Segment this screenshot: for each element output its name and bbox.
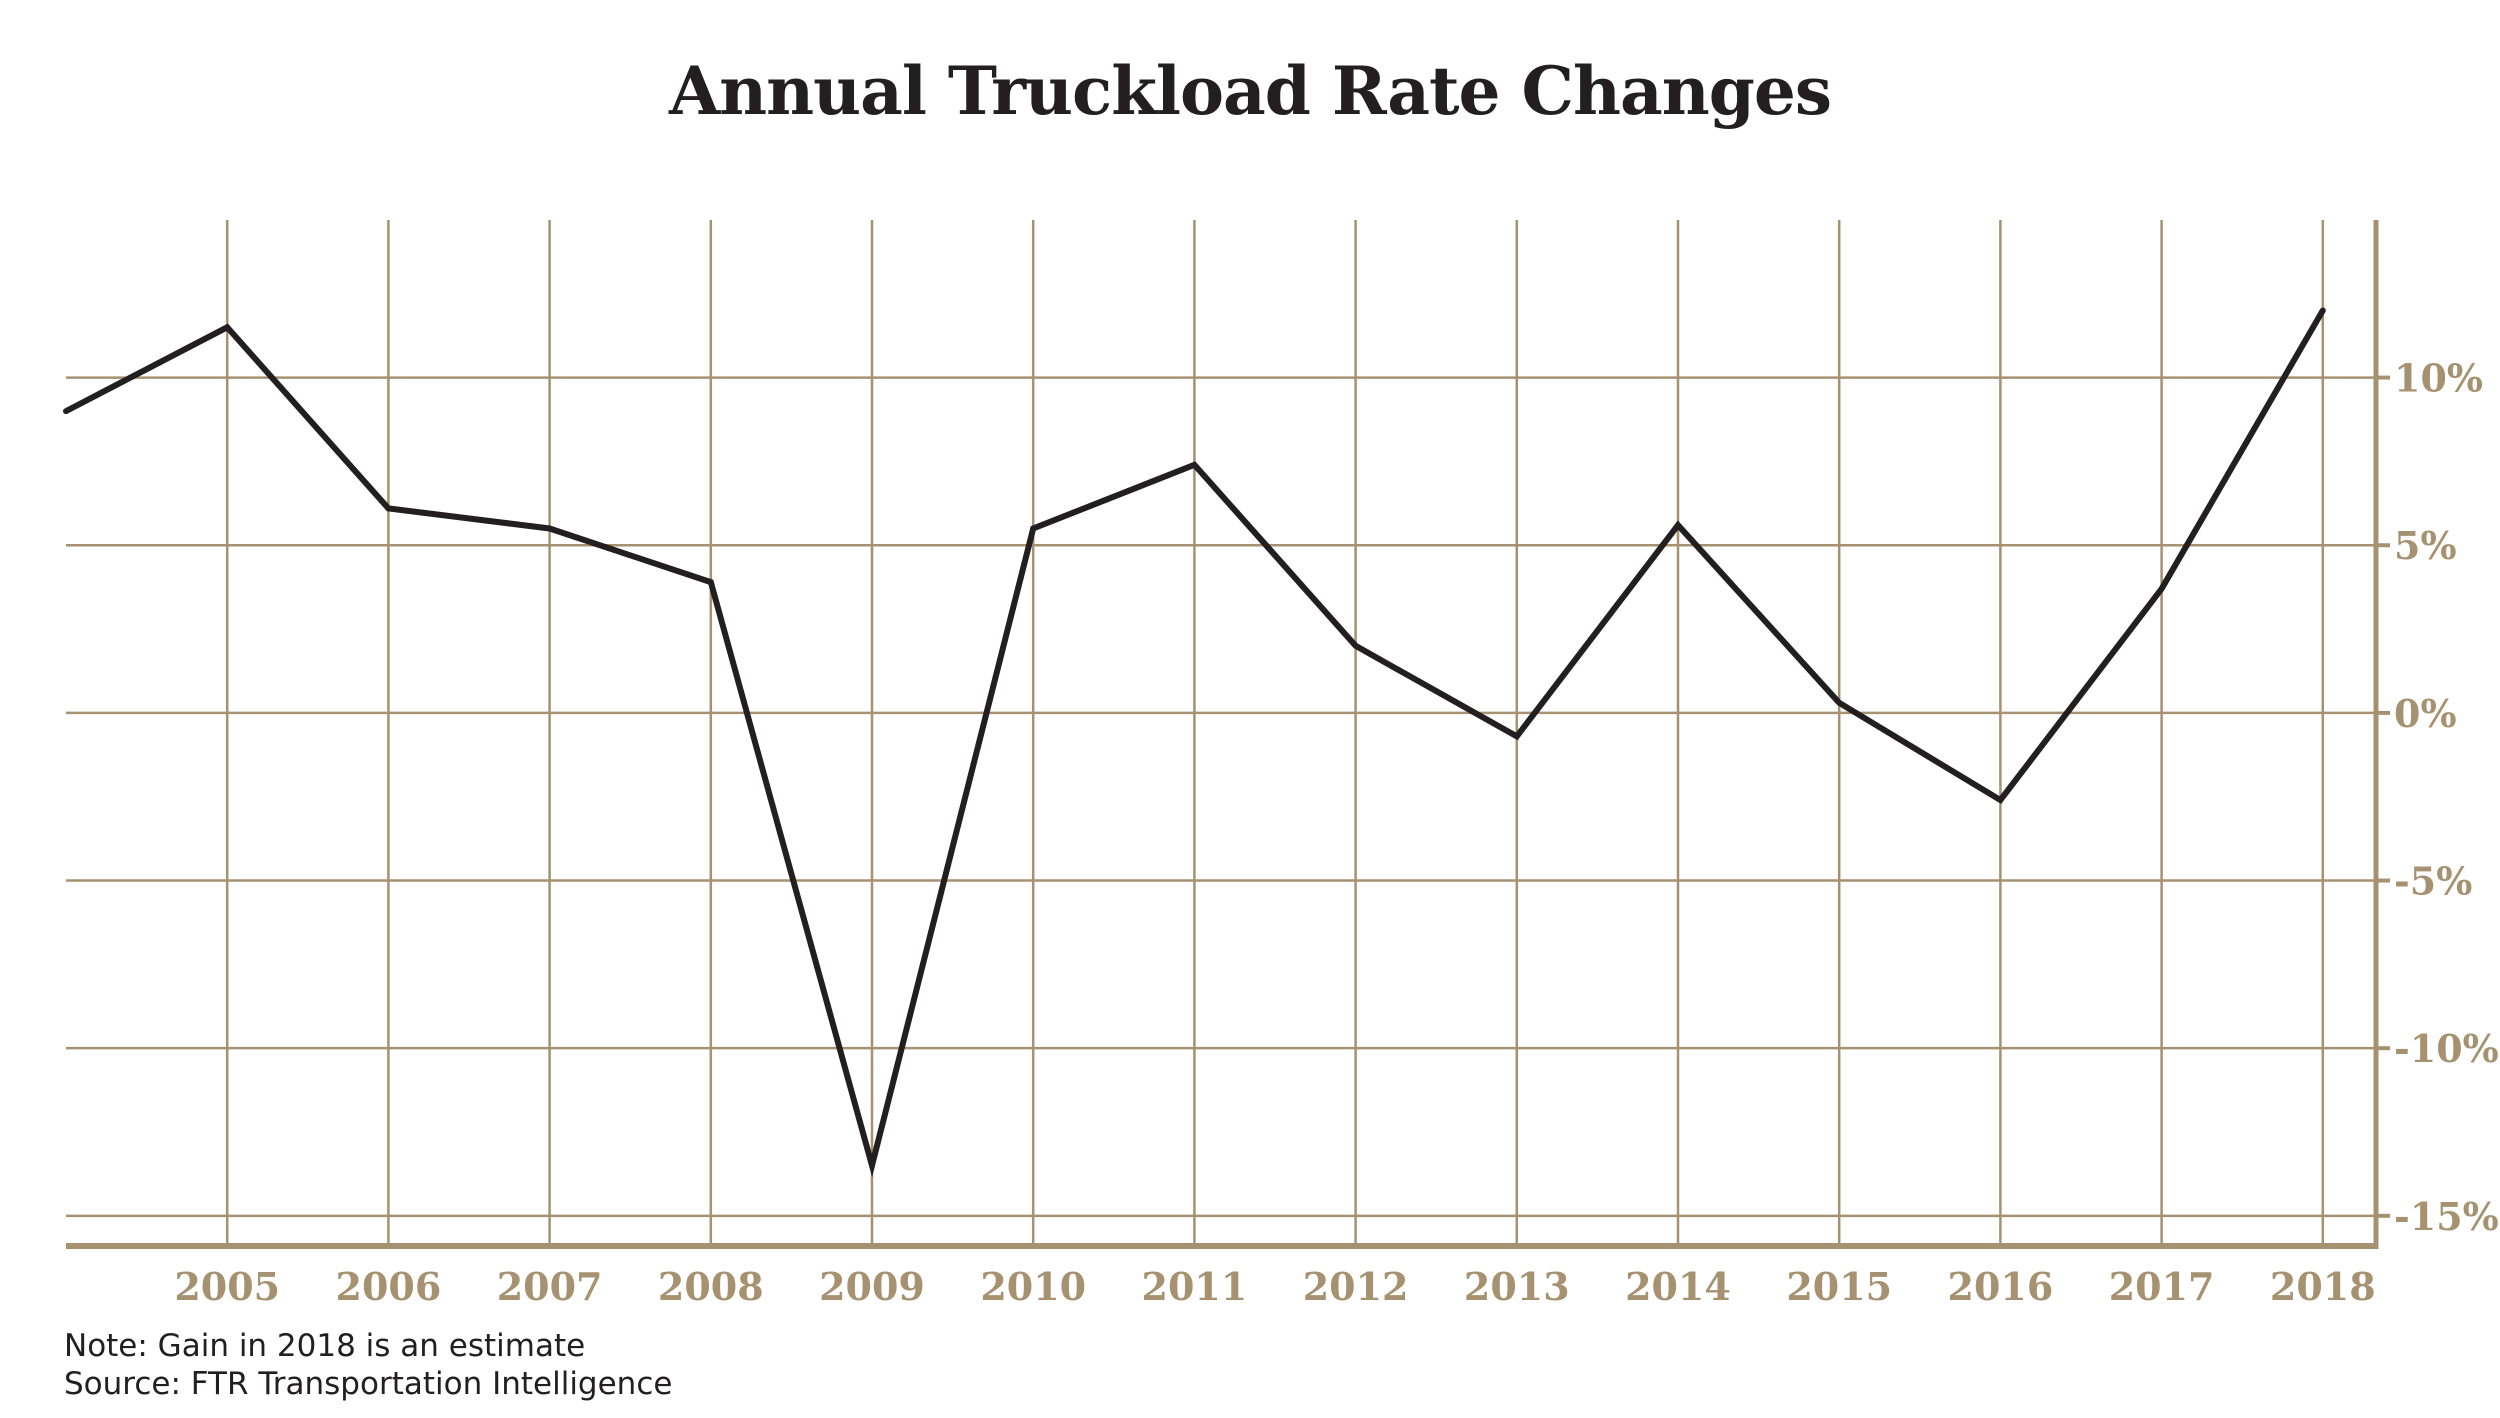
x-tick-label: 2005 xyxy=(174,1264,280,1309)
chart-title: Annual Truckload Rate Changes xyxy=(668,52,1832,130)
y-tick-label: 0% xyxy=(2394,691,2457,736)
x-tick-label: 2015 xyxy=(1786,1264,1892,1309)
axes xyxy=(66,220,2390,1249)
tick-labels: 2005 2006 2007 2008 2009 2010 2011 2012 2013 2014… xyxy=(174,356,2498,1309)
x-tick-label: 2008 xyxy=(658,1264,764,1309)
x-tick-label: 2009 xyxy=(819,1264,925,1309)
x-tick-label: 2010 xyxy=(980,1264,1086,1309)
y-tick-label: -15% xyxy=(2394,1194,2499,1239)
x-tick-label: 2006 xyxy=(336,1264,442,1309)
grid-lines xyxy=(66,220,2376,1246)
x-tick-label: 2018 xyxy=(2270,1264,2376,1309)
x-tick-label: 2013 xyxy=(1464,1264,1570,1309)
y-tick-label: 10% xyxy=(2394,356,2483,401)
x-tick-label: 2012 xyxy=(1303,1264,1409,1309)
x-tick-label: 2017 xyxy=(2109,1264,2215,1309)
x-tick-label: 2011 xyxy=(1142,1264,1248,1309)
x-tick-label: 2014 xyxy=(1625,1264,1731,1309)
y-tick-label: 5% xyxy=(2394,523,2457,568)
chart-source: Source: FTR Transportation Intelligence xyxy=(64,1366,673,1402)
series-layer xyxy=(63,307,2326,1178)
y-tick-label: -10% xyxy=(2394,1026,2499,1071)
x-tick-label: 2007 xyxy=(497,1264,603,1309)
chart-note: Note: Gain in 2018 is an estimate xyxy=(64,1328,586,1364)
y-tick-label: -5% xyxy=(2394,859,2472,904)
x-tick-label: 2016 xyxy=(1948,1264,2054,1309)
